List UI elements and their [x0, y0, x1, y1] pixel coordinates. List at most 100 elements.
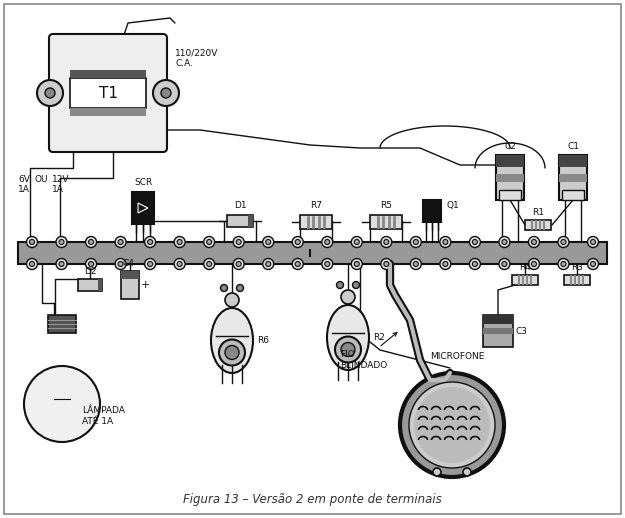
- Circle shape: [381, 237, 392, 248]
- Circle shape: [262, 258, 274, 269]
- FancyBboxPatch shape: [49, 34, 167, 152]
- Circle shape: [295, 262, 300, 266]
- Circle shape: [292, 258, 303, 269]
- Bar: [483, 315, 513, 324]
- Circle shape: [499, 258, 510, 269]
- Circle shape: [292, 237, 303, 248]
- Bar: [525, 220, 551, 230]
- Circle shape: [29, 239, 34, 244]
- Circle shape: [325, 239, 330, 244]
- Circle shape: [341, 342, 355, 356]
- Bar: [512, 275, 538, 285]
- Circle shape: [531, 239, 536, 244]
- Circle shape: [561, 239, 566, 244]
- Circle shape: [56, 258, 67, 269]
- Text: C1: C1: [567, 142, 579, 151]
- Ellipse shape: [211, 308, 253, 373]
- Circle shape: [161, 88, 171, 98]
- Circle shape: [384, 262, 389, 266]
- Circle shape: [236, 284, 244, 292]
- Bar: [496, 174, 524, 182]
- Bar: [496, 155, 524, 200]
- Circle shape: [531, 262, 536, 266]
- Circle shape: [325, 262, 330, 266]
- Circle shape: [266, 262, 271, 266]
- Circle shape: [144, 258, 156, 269]
- Bar: [370, 215, 402, 229]
- Circle shape: [207, 262, 212, 266]
- Circle shape: [354, 239, 359, 244]
- Circle shape: [219, 339, 245, 366]
- Circle shape: [561, 262, 566, 266]
- Circle shape: [233, 237, 244, 248]
- Bar: [496, 155, 524, 167]
- Text: D2: D2: [84, 267, 96, 276]
- Bar: [78, 279, 102, 291]
- Bar: [48, 315, 76, 333]
- Circle shape: [148, 239, 152, 244]
- Circle shape: [529, 237, 539, 248]
- Bar: [98, 279, 102, 291]
- Text: 12V: 12V: [52, 175, 69, 184]
- Circle shape: [174, 258, 185, 269]
- Circle shape: [469, 258, 481, 269]
- Text: 1A: 1A: [18, 185, 30, 194]
- Bar: [70, 78, 146, 108]
- Circle shape: [59, 239, 64, 244]
- Circle shape: [400, 373, 504, 477]
- Circle shape: [502, 239, 507, 244]
- Circle shape: [29, 262, 34, 266]
- Circle shape: [588, 237, 599, 248]
- Text: R7: R7: [310, 201, 322, 210]
- Circle shape: [225, 293, 239, 307]
- Circle shape: [115, 237, 126, 248]
- Circle shape: [262, 237, 274, 248]
- Bar: [227, 215, 253, 227]
- Circle shape: [591, 239, 596, 244]
- Text: C4: C4: [122, 259, 134, 268]
- Circle shape: [440, 237, 451, 248]
- Bar: [562, 190, 584, 200]
- Circle shape: [37, 80, 63, 106]
- Circle shape: [381, 258, 392, 269]
- Circle shape: [118, 239, 123, 244]
- Circle shape: [413, 239, 418, 244]
- Text: R5: R5: [380, 201, 392, 210]
- Circle shape: [225, 346, 239, 359]
- Circle shape: [236, 239, 241, 244]
- Bar: [559, 155, 587, 200]
- Text: 1A: 1A: [52, 185, 64, 194]
- Bar: [132, 192, 154, 224]
- Circle shape: [411, 237, 421, 248]
- Bar: [248, 215, 253, 227]
- Circle shape: [529, 258, 539, 269]
- Text: D1: D1: [234, 201, 246, 210]
- Text: R4: R4: [519, 263, 531, 272]
- Circle shape: [24, 366, 100, 442]
- Bar: [18, 242, 607, 264]
- Bar: [483, 315, 513, 347]
- Circle shape: [322, 258, 332, 269]
- Circle shape: [558, 258, 569, 269]
- Text: 110/220V
C.A.: 110/220V C.A.: [175, 48, 218, 68]
- Circle shape: [59, 262, 64, 266]
- Circle shape: [89, 262, 94, 266]
- Circle shape: [118, 262, 123, 266]
- Circle shape: [56, 237, 67, 248]
- Circle shape: [384, 239, 389, 244]
- Circle shape: [266, 239, 271, 244]
- Bar: [121, 271, 139, 279]
- Circle shape: [443, 239, 448, 244]
- Circle shape: [148, 262, 152, 266]
- Circle shape: [233, 258, 244, 269]
- Circle shape: [472, 262, 478, 266]
- Circle shape: [351, 237, 362, 248]
- Ellipse shape: [327, 305, 369, 370]
- Bar: [564, 275, 590, 285]
- Text: Q1: Q1: [446, 200, 459, 209]
- Circle shape: [236, 262, 241, 266]
- Circle shape: [221, 284, 228, 292]
- Bar: [300, 215, 332, 229]
- Circle shape: [411, 258, 421, 269]
- Bar: [70, 108, 146, 116]
